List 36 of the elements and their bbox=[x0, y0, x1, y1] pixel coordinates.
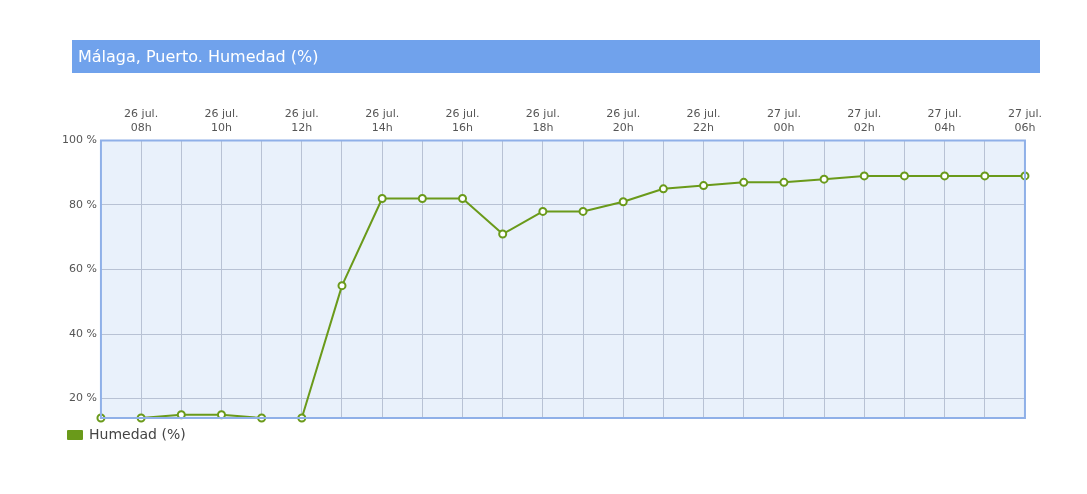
point bbox=[940, 171, 950, 181]
x-tick-label: 26 jul. 12h bbox=[284, 107, 319, 134]
y-tick-label: 100 % bbox=[61, 133, 97, 147]
point bbox=[377, 194, 387, 203]
y-tick-label: 60 % bbox=[68, 262, 97, 276]
point bbox=[899, 171, 909, 181]
point bbox=[618, 197, 628, 207]
point bbox=[417, 194, 427, 203]
y-tick-label: 40 % bbox=[68, 326, 97, 340]
legend-label: Humedad (%) bbox=[89, 425, 186, 442]
x-tick-label: 27 jul. 04h bbox=[927, 107, 962, 134]
x-tick-label: 26 jul. 22h bbox=[686, 107, 721, 134]
point bbox=[779, 177, 789, 187]
x-tick-label: 26 jul. 18h bbox=[525, 107, 560, 134]
point bbox=[578, 206, 588, 216]
point bbox=[739, 177, 749, 187]
x-tick-label: 27 jul. 06h bbox=[1007, 107, 1042, 134]
x-tick-label: 27 jul. 02h bbox=[847, 107, 882, 134]
x-tick-label: 26 jul. 20h bbox=[606, 107, 641, 134]
y-tick-label: 20 % bbox=[68, 391, 97, 405]
point bbox=[859, 171, 869, 181]
x-tick-label: 26 jul. 10h bbox=[204, 107, 239, 134]
point bbox=[819, 174, 829, 184]
point bbox=[699, 181, 709, 191]
point bbox=[498, 229, 508, 239]
x-tick-label: 26 jul. 14h bbox=[365, 107, 400, 134]
point bbox=[538, 206, 548, 216]
point bbox=[337, 281, 347, 291]
point bbox=[658, 184, 668, 194]
chart-title: Málaga, Puerto. Humedad (%) bbox=[72, 40, 1040, 73]
x-tick-label: 27 jul. 00h bbox=[766, 107, 801, 134]
x-tick-label: 26 jul. 08h bbox=[124, 107, 159, 134]
point bbox=[458, 194, 468, 203]
y-tick-label: 80 % bbox=[68, 197, 97, 211]
point bbox=[980, 171, 990, 181]
x-tick-label: 26 jul. 16h bbox=[445, 107, 480, 134]
